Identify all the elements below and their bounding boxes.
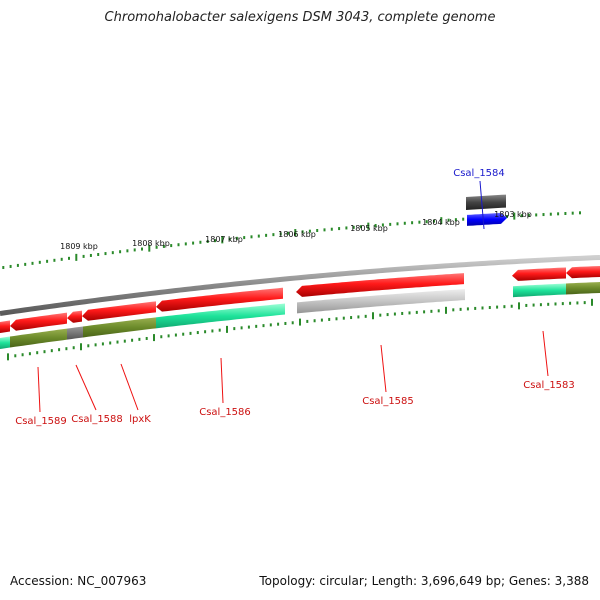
cog-csal-1586 [156, 303, 285, 329]
feature-csal-1590 [0, 320, 10, 333]
tick-label-1803: 1803 kbp [494, 210, 532, 219]
leader-lpxk [120, 363, 139, 411]
leader-csal-1588 [75, 364, 97, 411]
tick-label-1805: 1805 kbp [350, 224, 388, 233]
genome-backbone [0, 254, 600, 316]
leader-csal-1585 [380, 344, 387, 393]
label-leaders [37, 180, 549, 413]
gene-label-csal-1583[interactable]: Csal_1583 [523, 380, 575, 391]
feature-csal-1586 [156, 287, 283, 312]
gene-label-csal-1585[interactable]: Csal_1585 [362, 396, 414, 407]
gene-label-csal-1588[interactable]: Csal_1588 [71, 414, 123, 425]
feature-lpxk [82, 301, 156, 321]
map-title: Chromohalobacter salexigens DSM 3043, co… [104, 10, 496, 25]
leader-csal-1584 [479, 180, 485, 230]
gene-label-csal-1589[interactable]: Csal_1589 [15, 416, 67, 427]
cog-csal-1588 [67, 326, 83, 340]
cog-csal-1585 [297, 289, 465, 314]
feature-csal-1588 [67, 310, 82, 323]
feature-csal-1582 [566, 266, 600, 279]
feature-csal-1584-cog [466, 194, 506, 210]
cog-csal-1590 [0, 336, 10, 349]
tick-label-1808: 1808 kbp [132, 239, 170, 248]
feature-csal-1584 [467, 212, 507, 226]
gene-label-lpxk[interactable]: lpxK [129, 414, 151, 425]
cog-csal-1583 [513, 283, 566, 298]
tick-label-1809: 1809 kbp [60, 242, 98, 251]
inner-tick-ring [7, 298, 593, 361]
backbone-arc [0, 254, 600, 316]
cog-csal-1582 [566, 282, 600, 295]
tick-label-1804: 1804 kbp [422, 218, 460, 227]
tick-label-1807: 1807 kbp [205, 235, 243, 244]
feature-csal-1589 [10, 312, 67, 331]
genome-summary-text: Topology: circular; Length: 3,696,649 bp… [259, 574, 589, 588]
outer-tick-ring [2, 211, 581, 270]
feature-csal-1585 [296, 273, 464, 297]
cog-csal-1589 [10, 328, 67, 348]
gene-label-csal-1584[interactable]: Csal_1584 [453, 168, 505, 179]
feature-csal-1583 [512, 267, 566, 281]
cog-lpxk [83, 317, 156, 338]
feature-tracks [0, 194, 600, 349]
leader-csal-1583 [542, 330, 549, 377]
accession-text: Accession: NC_007963 [10, 574, 147, 588]
tick-label-1806: 1806 kbp [278, 230, 316, 239]
gene-label-csal-1586[interactable]: Csal_1586 [199, 407, 251, 418]
leader-csal-1586 [220, 357, 224, 404]
leader-csal-1589 [37, 366, 41, 413]
